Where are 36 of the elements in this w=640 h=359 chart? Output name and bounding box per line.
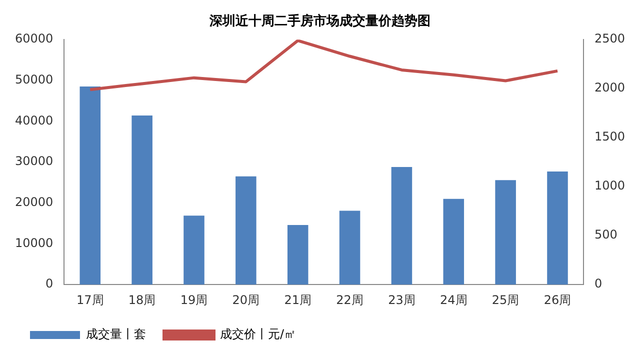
y2-tick-label: 500: [594, 228, 618, 242]
y-tick-label: 30000: [14, 154, 54, 168]
x-tick-label: 17周: [76, 292, 104, 307]
x-tick-label: 26周: [544, 292, 572, 307]
chart-title: 深圳近十周二手房市场成交量价趋势图: [208, 13, 430, 30]
bar: [236, 176, 256, 285]
x-tick-label: 25周: [492, 292, 520, 307]
y-tick-label: 10000: [14, 236, 54, 250]
y-tick-label: 0: [46, 276, 54, 291]
y2-tick-label: 1000: [594, 178, 626, 193]
bar: [287, 224, 308, 285]
legend-label: 成交价丨元/㎡: [220, 327, 296, 342]
y2-tick-label: 1500: [594, 130, 626, 144]
y-tick-label: 20000: [14, 195, 54, 210]
x-tick-label: 19周: [180, 292, 208, 307]
bar: [547, 171, 568, 285]
bar: [495, 180, 516, 285]
x-tick-label: 23周: [388, 292, 416, 307]
y-tick-label: 50000: [14, 72, 54, 87]
x-tick-label: 21周: [284, 292, 312, 307]
y-tick-label: 40000: [14, 113, 54, 128]
bar: [184, 216, 204, 285]
bar: [391, 167, 412, 285]
bar: [80, 86, 101, 285]
bar: [132, 116, 152, 285]
y2-tick-label: 0: [594, 276, 602, 291]
x-tick-label: 24周: [440, 292, 468, 307]
bar: [339, 210, 360, 285]
x-tick-label: 20周: [232, 292, 260, 307]
y-tick-label: 60000: [14, 32, 54, 46]
legend-label: 成交量丨套: [86, 327, 146, 342]
x-tick-label: 22周: [336, 292, 364, 307]
bar: [443, 198, 464, 285]
y2-tick-label: 2000: [594, 80, 626, 95]
x-tick-label: 18周: [128, 292, 156, 307]
y2-tick-label: 2500: [594, 32, 626, 46]
